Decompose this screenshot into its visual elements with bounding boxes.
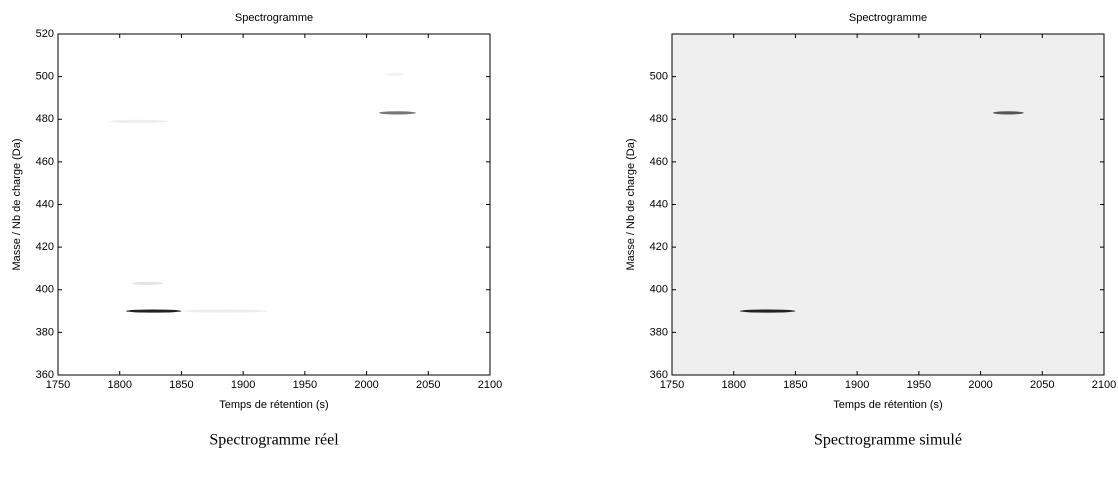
x-axis-label: Temps de rétention (s) (833, 399, 942, 411)
y-tick-label: 520 (36, 28, 54, 40)
y-axis-label: Masse / Nb de charge (Da) (625, 138, 637, 270)
y-tick-label: 420 (36, 241, 54, 253)
y-tick-label: 460 (650, 156, 668, 168)
x-tick-label: 1900 (231, 379, 255, 391)
y-tick-label: 400 (650, 284, 668, 296)
x-tick-label: 1950 (293, 379, 317, 391)
x-tick-label: 1750 (46, 379, 70, 391)
x-tick-label: 2000 (354, 379, 378, 391)
x-tick-label: 2100 (478, 379, 502, 391)
y-tick-label: 500 (650, 71, 668, 83)
y-tick-label: 460 (36, 156, 54, 168)
x-axis-label: Temps de rétention (s) (219, 399, 328, 411)
y-tick-label: 440 (650, 198, 668, 210)
x-tick-label: 2100 (1092, 379, 1116, 391)
plot-background (58, 34, 490, 375)
y-tick-label: 360 (36, 369, 54, 381)
chart-title: Spectrogramme (235, 12, 313, 24)
y-tick-label: 380 (650, 326, 668, 338)
x-tick-label: 1750 (660, 379, 684, 391)
x-tick-label: 1850 (169, 379, 193, 391)
streak (125, 309, 182, 313)
y-tick-label: 440 (36, 198, 54, 210)
streak (107, 119, 170, 123)
streak (739, 309, 796, 313)
x-tick-label: 2050 (416, 379, 440, 391)
y-tick-label: 500 (36, 71, 54, 83)
plot-background (672, 34, 1104, 375)
y-tick-label: 400 (36, 284, 54, 296)
y-tick-label: 480 (650, 113, 668, 125)
y-axis-label: Masse / Nb de charge (Da) (11, 138, 23, 270)
y-tick-label: 380 (36, 326, 54, 338)
x-tick-label: 2050 (1030, 379, 1054, 391)
streak (132, 281, 163, 285)
x-tick-label: 1800 (107, 379, 131, 391)
streak (992, 111, 1024, 115)
chart: 1750 1800 1850 1900 1950 2000 2050 2100 360 380 40… (625, 12, 1116, 449)
chart-title: Spectrogramme (849, 12, 927, 24)
chart: 1750 1800 1850 1900 1950 2000 2050 2100 360 380 40… (11, 12, 502, 449)
streak (378, 111, 416, 115)
y-tick-label: 480 (36, 113, 54, 125)
y-tick-label: 420 (650, 241, 668, 253)
x-tick-label: 1850 (783, 379, 807, 391)
x-tick-label: 1900 (845, 379, 869, 391)
streak (181, 309, 268, 313)
x-tick-label: 1950 (907, 379, 931, 391)
x-tick-label: 2000 (968, 379, 992, 391)
x-tick-label: 1800 (721, 379, 745, 391)
caption: Spectrogramme réel (209, 432, 339, 449)
y-tick-label: 360 (650, 369, 668, 381)
streak (385, 72, 404, 77)
caption: Spectrogramme simulé (814, 432, 962, 449)
